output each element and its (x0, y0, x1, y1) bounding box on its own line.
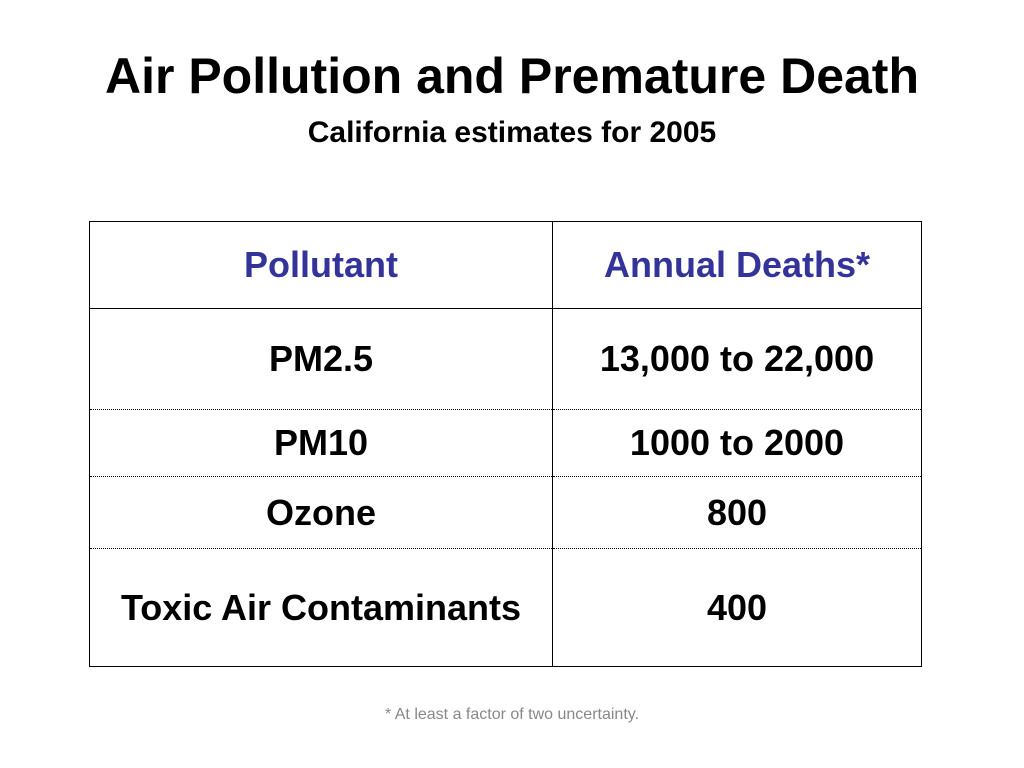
deaths-cell: 400 (552, 548, 922, 667)
deaths-cell: 1000 to 2000 (552, 409, 922, 477)
uncertainty-footnote: * At least a factor of two uncertainty. (384, 706, 640, 723)
column-header-pollutant: Pollutant (89, 221, 553, 309)
slide-subtitle: California estimates for 2005 (307, 116, 717, 149)
table-row: Ozone 800 (89, 476, 922, 549)
slide-title: Air Pollution and Premature Death (104, 48, 919, 104)
pollutant-cell: Ozone (89, 476, 553, 549)
deaths-cell: 800 (552, 476, 922, 549)
table-row: PM10 1000 to 2000 (89, 409, 922, 477)
table-row: Toxic Air Contaminants 400 (89, 548, 922, 667)
pollutant-cell: PM2.5 (89, 308, 553, 410)
pollutant-cell: PM10 (89, 409, 553, 477)
table-header-row: Pollutant Annual Deaths* (89, 221, 922, 309)
table-row: PM2.5 13,000 to 22,000 (89, 308, 922, 410)
pollutant-deaths-table: Pollutant Annual Deaths* PM2.5 13,000 to… (89, 221, 922, 667)
pollutant-cell: Toxic Air Contaminants (89, 548, 553, 667)
column-header-annual-deaths: Annual Deaths* (552, 221, 922, 309)
deaths-cell: 13,000 to 22,000 (552, 308, 922, 410)
